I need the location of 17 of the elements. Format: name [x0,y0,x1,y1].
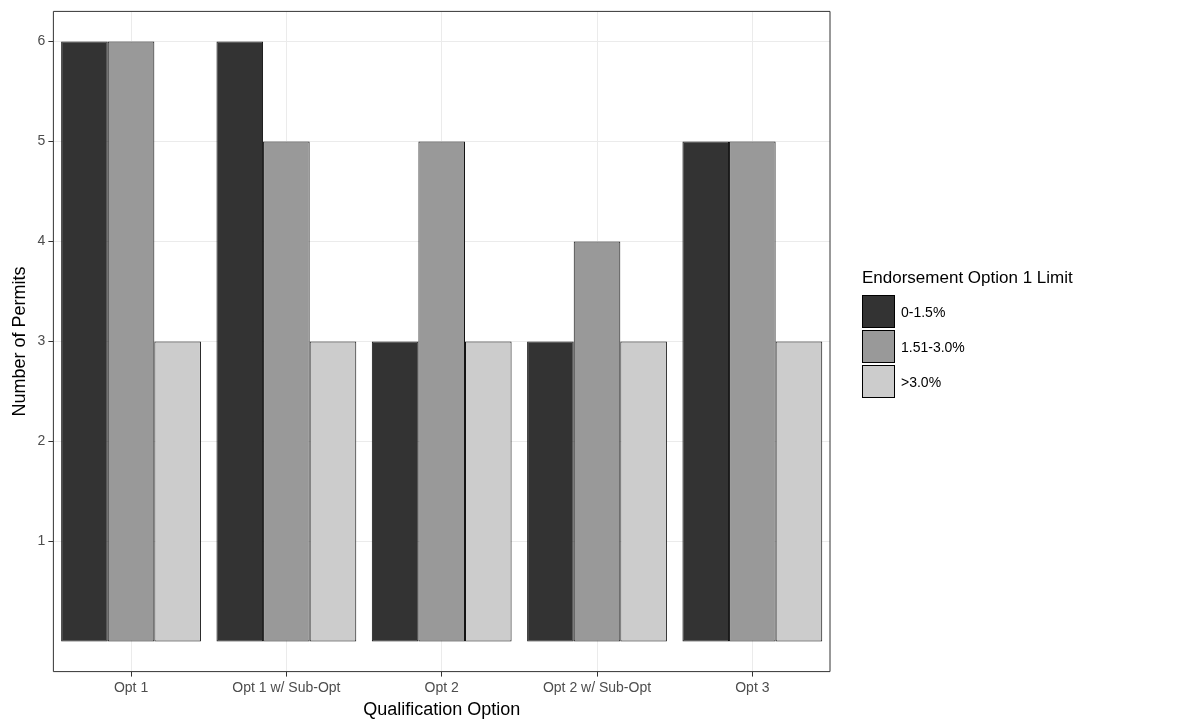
legend-title: Endorsement Option 1 Limit [862,268,1073,288]
y-tick-label: 6 [37,32,46,49]
y-tick-label: 4 [37,232,46,249]
x-tick-label: Opt 3 [735,678,770,695]
y-axis-title: Number of Permits [8,266,29,417]
x-axis-title: Qualification Option [363,699,521,720]
y-tick-label: 3 [37,332,46,349]
x-tick-label: Opt 1 [113,678,149,695]
y-tick-label: 2 [37,432,46,449]
legend-label: >3.0% [901,373,942,390]
y-tick-label: 5 [37,132,46,149]
y-tick-label: 1 [37,532,46,549]
legend-label: 1.51-3.0% [901,338,965,355]
legend-label: 0-1.5% [901,303,946,320]
x-tick-label: Opt 1 w/ Sub-Opt [232,678,341,695]
x-tick-label: Opt 2 [424,678,460,695]
x-tick-label: Opt 2 w/ Sub-Opt [542,678,652,695]
